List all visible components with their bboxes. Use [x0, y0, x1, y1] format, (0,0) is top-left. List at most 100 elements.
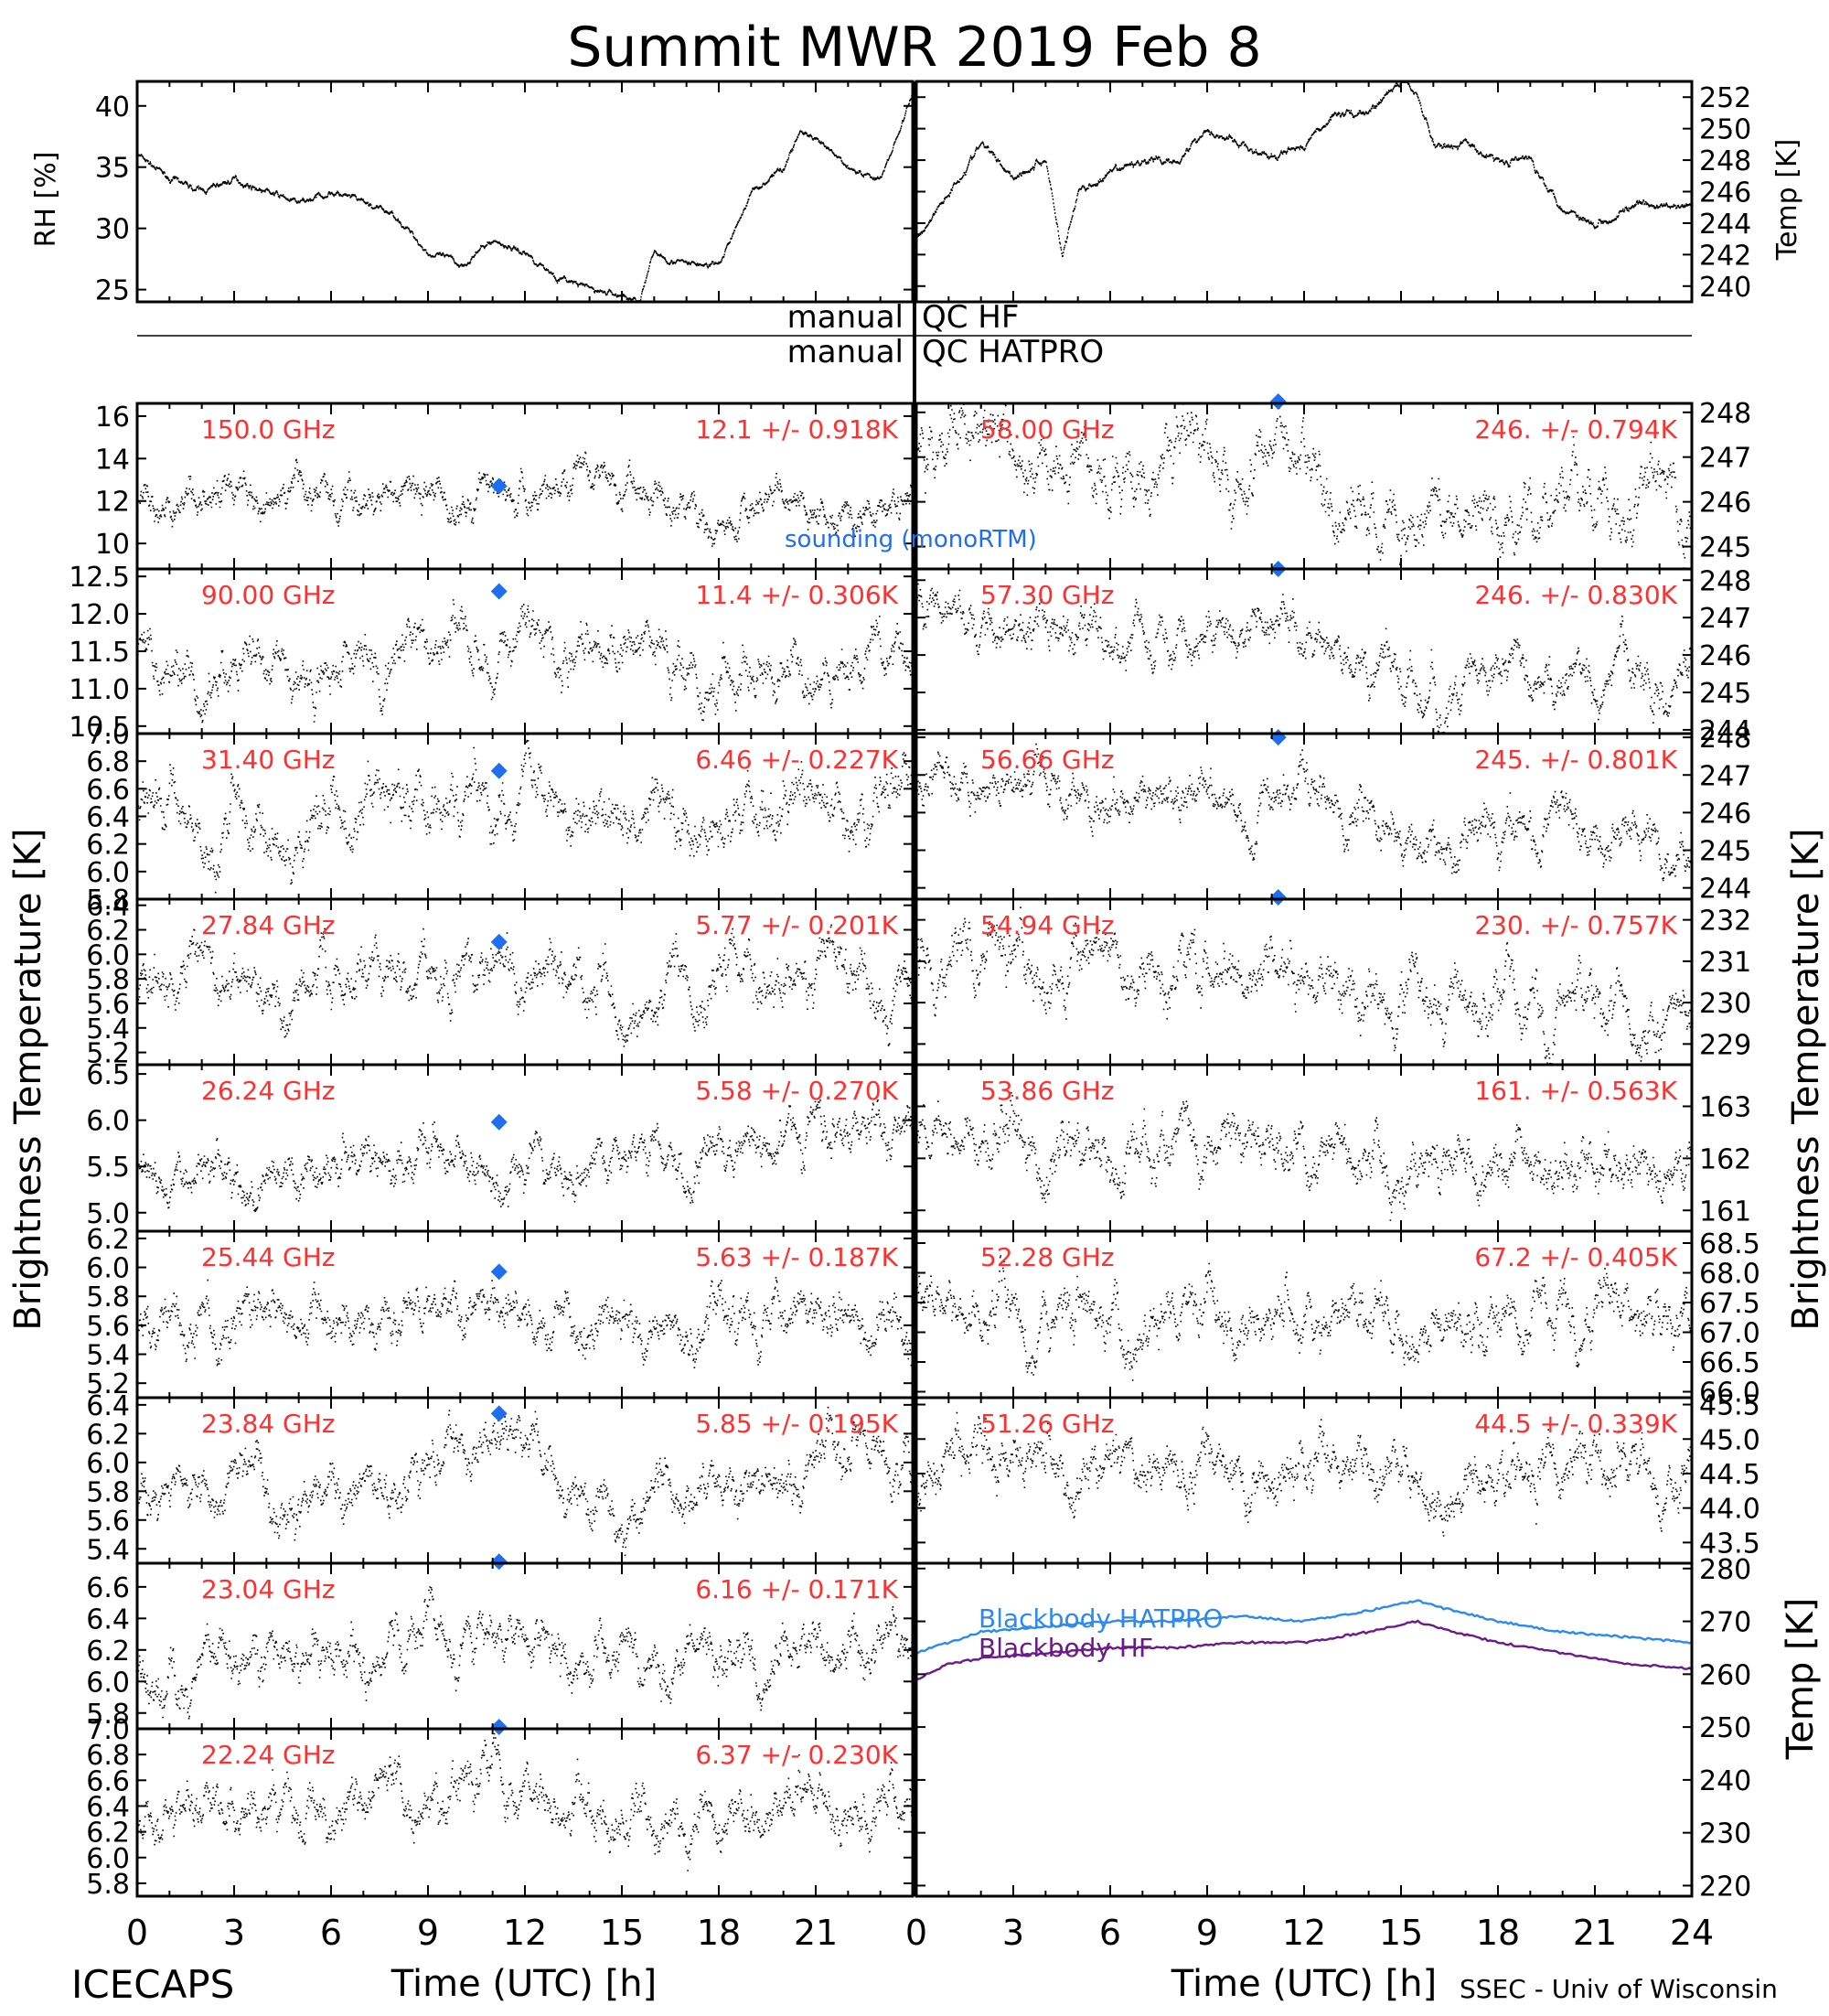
stat-label-ch5386: 161. +/- 0.563K	[1474, 1076, 1677, 1106]
stat-label-ch5730: 246. +/- 0.830K	[1474, 580, 1677, 610]
y-tick-label: 44.0	[1699, 1494, 1760, 1526]
stat-label-ch2544: 5.63 +/- 0.187K	[695, 1242, 898, 1272]
x-tick-label: 9	[417, 1913, 439, 1953]
y-tick-label: 247	[1699, 443, 1751, 475]
y-tick-label: 242	[1699, 240, 1751, 272]
y-tick-label: 30	[95, 214, 130, 246]
sounding-point-ch2384	[490, 1405, 508, 1422]
series-label-blackbody-hf: Blackbody HF	[979, 1633, 1153, 1663]
y-tick-label: 44.5	[1699, 1459, 1760, 1491]
y-tick-label: 68.5	[1699, 1228, 1760, 1260]
y-tick-label: 67.5	[1699, 1288, 1760, 1320]
y-tick-label: 246	[1699, 640, 1751, 672]
panel-temp	[914, 80, 1694, 304]
y-tick-label: 11.0	[69, 674, 130, 706]
x-tick-label: 0	[905, 1913, 927, 1953]
sounding-point-ch5800	[1269, 393, 1287, 410]
frames-layer	[135, 80, 1694, 1898]
data-points-ch2624	[137, 1099, 914, 1213]
y-tick-label: 6.8	[86, 746, 130, 778]
blackbody-axis-label: Temp [K]	[1780, 1598, 1822, 1761]
y-tick-label: 25	[95, 275, 130, 307]
freq-label-ch2544: 25.44 GHz	[201, 1242, 336, 1272]
y-tick-label: 248	[1699, 398, 1751, 430]
stat-label-ch3140: 6.46 +/- 0.227K	[695, 745, 898, 775]
y-tick-label: 45.5	[1699, 1390, 1760, 1422]
freq-label-ch3140: 31.40 GHz	[201, 745, 336, 775]
y-tick-label: 6.2	[86, 916, 130, 948]
y-tick-label: 5.8	[86, 1476, 130, 1508]
freq-label-ch5666: 56.66 GHz	[980, 745, 1115, 775]
x-tick-label: 6	[1099, 1913, 1121, 1953]
freq-label-ch5126: 51.26 GHz	[980, 1409, 1115, 1439]
data-points-ch2544	[137, 1277, 914, 1368]
y-tick-label: 6.8	[86, 1740, 130, 1772]
y-tick-label: 163	[1699, 1092, 1751, 1124]
y-tick-label: 5.6	[86, 1506, 130, 1538]
y-tick-label: 231	[1699, 947, 1751, 979]
x-tick-label: 6	[320, 1913, 342, 1953]
stat-label-ch90: 11.4 +/- 0.306K	[695, 580, 898, 610]
x-tick-label: 12	[503, 1913, 547, 1953]
qc-right-label-2: QC HATPRO	[922, 334, 1104, 370]
y-tick-label: 40	[95, 91, 130, 123]
stat-label-ch2304: 6.16 +/- 0.171K	[695, 1574, 898, 1604]
x-axis-label-left: Time (UTC) [h]	[390, 1963, 657, 2005]
y-tick-label: 5.8	[86, 1699, 130, 1731]
y-tick-label: 6.2	[86, 1818, 130, 1850]
sounding-point-ch2784	[490, 933, 508, 950]
y-tick-label: 5.2	[86, 1038, 130, 1070]
x-tick-label: 21	[794, 1913, 838, 1953]
y-tick-label: 5.6	[86, 989, 130, 1021]
data-points-ch2304	[137, 1586, 914, 1720]
y-tick-label: 68.0	[1699, 1259, 1760, 1291]
x-tick-label: 18	[697, 1913, 741, 1953]
stat-label-ch5800: 246. +/- 0.794K	[1474, 414, 1677, 445]
sounding-point-ch3140	[490, 762, 508, 779]
y-tick-label: 6.4	[86, 1390, 130, 1422]
y-tick-label: 6.2	[86, 1224, 130, 1256]
x-tick-label: 15	[600, 1913, 644, 1953]
freq-label-ch5730: 57.30 GHz	[980, 580, 1115, 610]
y-tick-label: 10	[95, 529, 130, 561]
y-tick-label: 6.2	[86, 1419, 130, 1451]
chart-title: Summit MWR 2019 Feb 8	[567, 16, 1261, 80]
sounding-point-ch2544	[490, 1263, 508, 1281]
y-tick-label: 6.0	[86, 1667, 130, 1699]
x-tick-label: 18	[1476, 1913, 1520, 1953]
y-tick-label: 35	[95, 153, 130, 185]
y-tick-label: 252	[1699, 82, 1751, 114]
y-tick-label: 6.5	[86, 1059, 130, 1091]
y-tick-label: 270	[1699, 1607, 1751, 1639]
y-tick-label: 244	[1699, 874, 1751, 906]
y-tick-label: 43.5	[1699, 1528, 1760, 1560]
stat-label-ch5126: 44.5 +/- 0.339K	[1474, 1409, 1677, 1439]
rh-axis-label: RH [%]	[30, 152, 62, 248]
y-tick-label: 5.6	[86, 1311, 130, 1343]
y-tick-label: 230	[1699, 1818, 1751, 1850]
stat-label-ch2384: 5.85 +/- 0.195K	[695, 1409, 898, 1439]
x-tick-label: 3	[1002, 1913, 1024, 1953]
freq-label-ch5494: 54.94 GHz	[980, 910, 1115, 940]
x-tick-label: 15	[1379, 1913, 1423, 1953]
series-label-blackbody-hatpro: Blackbody HATPRO	[979, 1603, 1223, 1634]
sounding-point-ch150	[490, 477, 508, 495]
y-tick-label: 248	[1699, 145, 1751, 177]
y-tick-label: 16	[95, 402, 130, 434]
y-tick-label: 6.0	[86, 1843, 130, 1875]
y-tick-label: 240	[1699, 272, 1751, 304]
y-tick-label: 5.8	[86, 885, 130, 917]
y-tick-label: 244	[1699, 209, 1751, 241]
y-tick-label: 232	[1699, 906, 1751, 938]
data-points-ch5228	[916, 1255, 1694, 1381]
y-tick-label: 246	[1699, 798, 1751, 830]
y-tick-label: 240	[1699, 1765, 1751, 1797]
freq-label-ch150: 150.0 GHz	[201, 414, 336, 445]
y-tick-label: 12.5	[69, 562, 130, 594]
temp-axis-label: Temp [K]	[1771, 139, 1803, 262]
x-tick-label: 21	[1573, 1913, 1617, 1953]
freq-label-ch5228: 52.28 GHz	[980, 1242, 1115, 1272]
sounding-point-ch5494	[1269, 889, 1287, 906]
